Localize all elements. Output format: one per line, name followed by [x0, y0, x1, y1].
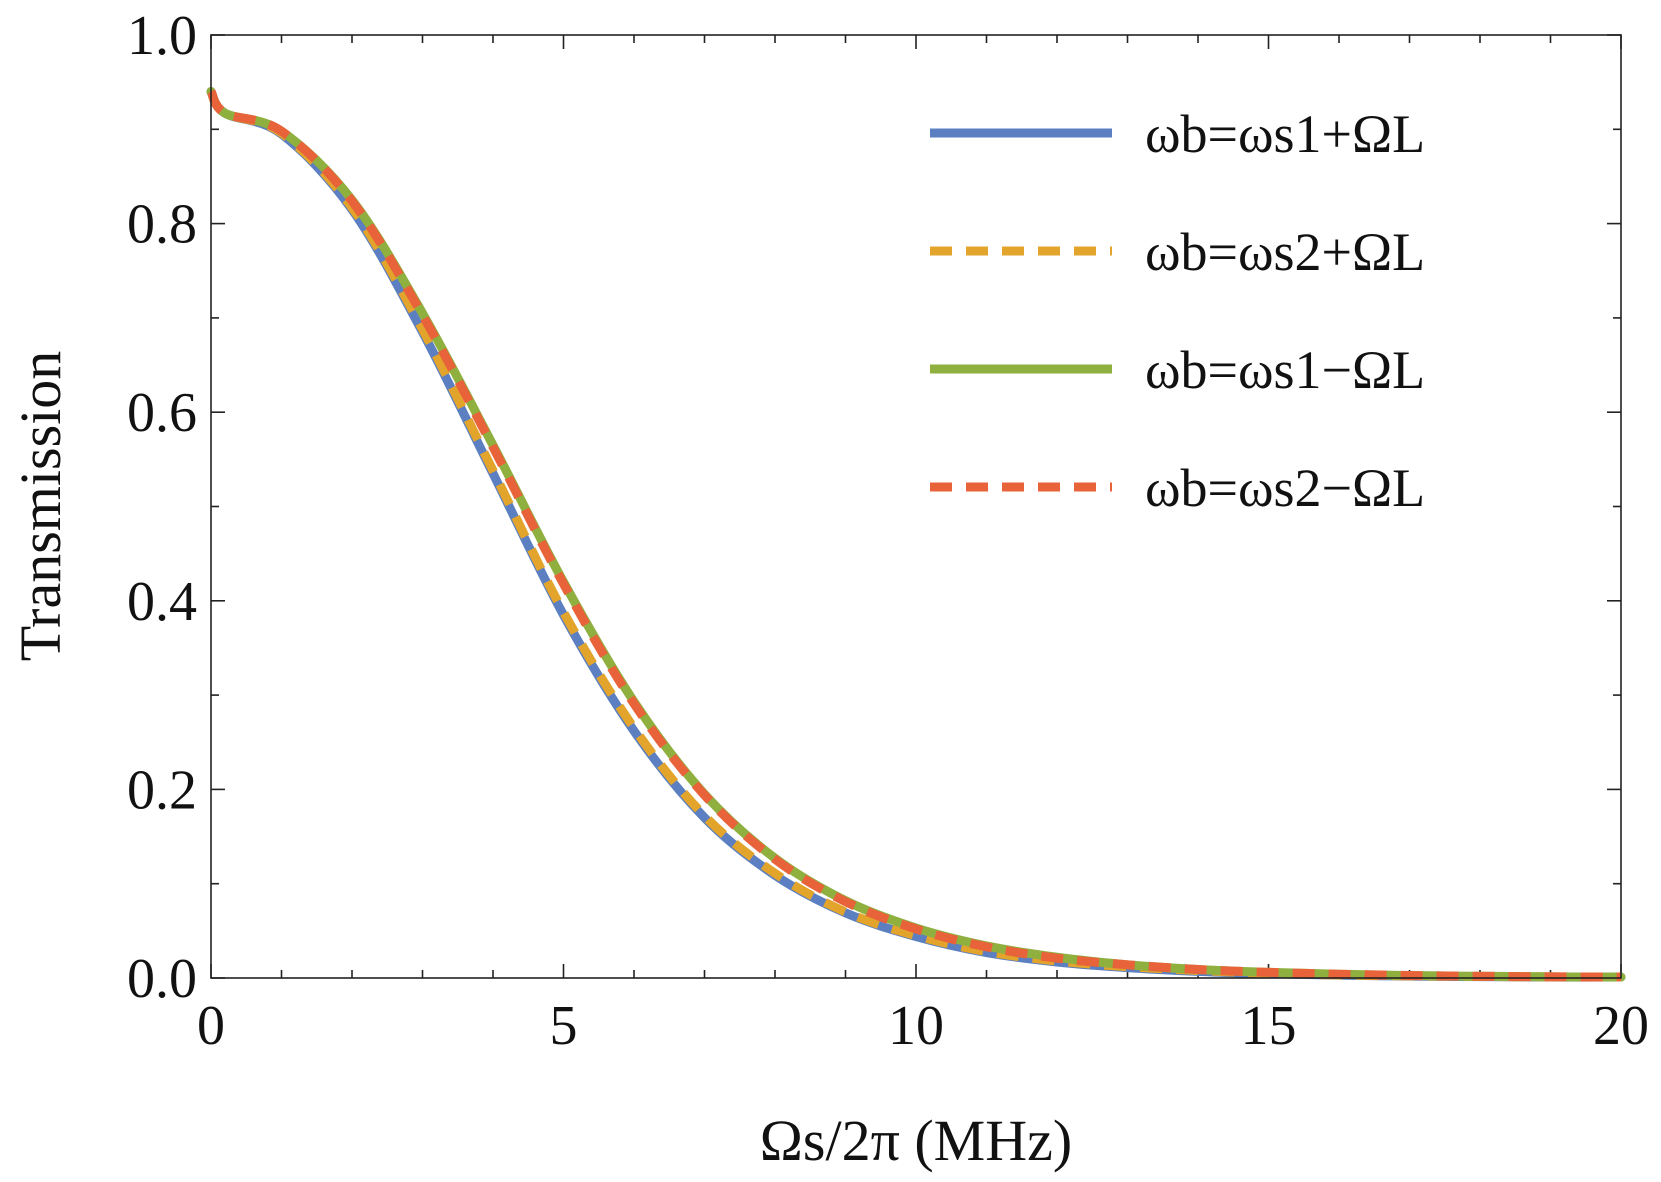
plot-frame: [210, 34, 1622, 979]
y-tick-label: 0.0: [127, 948, 197, 1010]
legend: ωb=ωs1+ΩL ωb=ωs2+ΩL ωb=ωs1−ΩL ωb=ωs2−ΩL: [930, 104, 1425, 518]
x-tick-label: 20: [1593, 995, 1649, 1057]
legend-label-1: ωb=ωs1+ΩL: [1145, 104, 1425, 164]
legend-label-3: ωb=ωs1−ΩL: [1145, 340, 1425, 400]
y-axis-title: Transmission: [8, 351, 73, 662]
series-line-2: [206, 89, 1622, 982]
legend-label-4: ωb=ωs2−ΩL: [1145, 458, 1425, 518]
tick-labels: 0 5 10 15 20 0.0 0.2 0.4 0.6 0.8 1.0: [127, 5, 1649, 1057]
axis-ticks: [210, 34, 1622, 979]
x-axis-title: Ωs/2π (MHz): [760, 1108, 1072, 1173]
x-tick-label: 15: [1241, 995, 1297, 1057]
series-line-3: [206, 87, 1626, 982]
y-tick-label: 1.0: [127, 5, 197, 67]
x-tick-label: 10: [888, 995, 944, 1057]
y-tick-label: 0.6: [127, 382, 197, 444]
y-tick-label: 0.8: [127, 194, 197, 256]
y-tick-label: 0.2: [127, 759, 197, 821]
x-tick-label: 0: [197, 995, 225, 1057]
y-tick-label: 0.4: [127, 571, 197, 633]
series-lines: [206, 87, 1626, 982]
legend-label-2: ωb=ωs2+ΩL: [1145, 222, 1425, 282]
x-tick-label: 5: [550, 995, 578, 1057]
